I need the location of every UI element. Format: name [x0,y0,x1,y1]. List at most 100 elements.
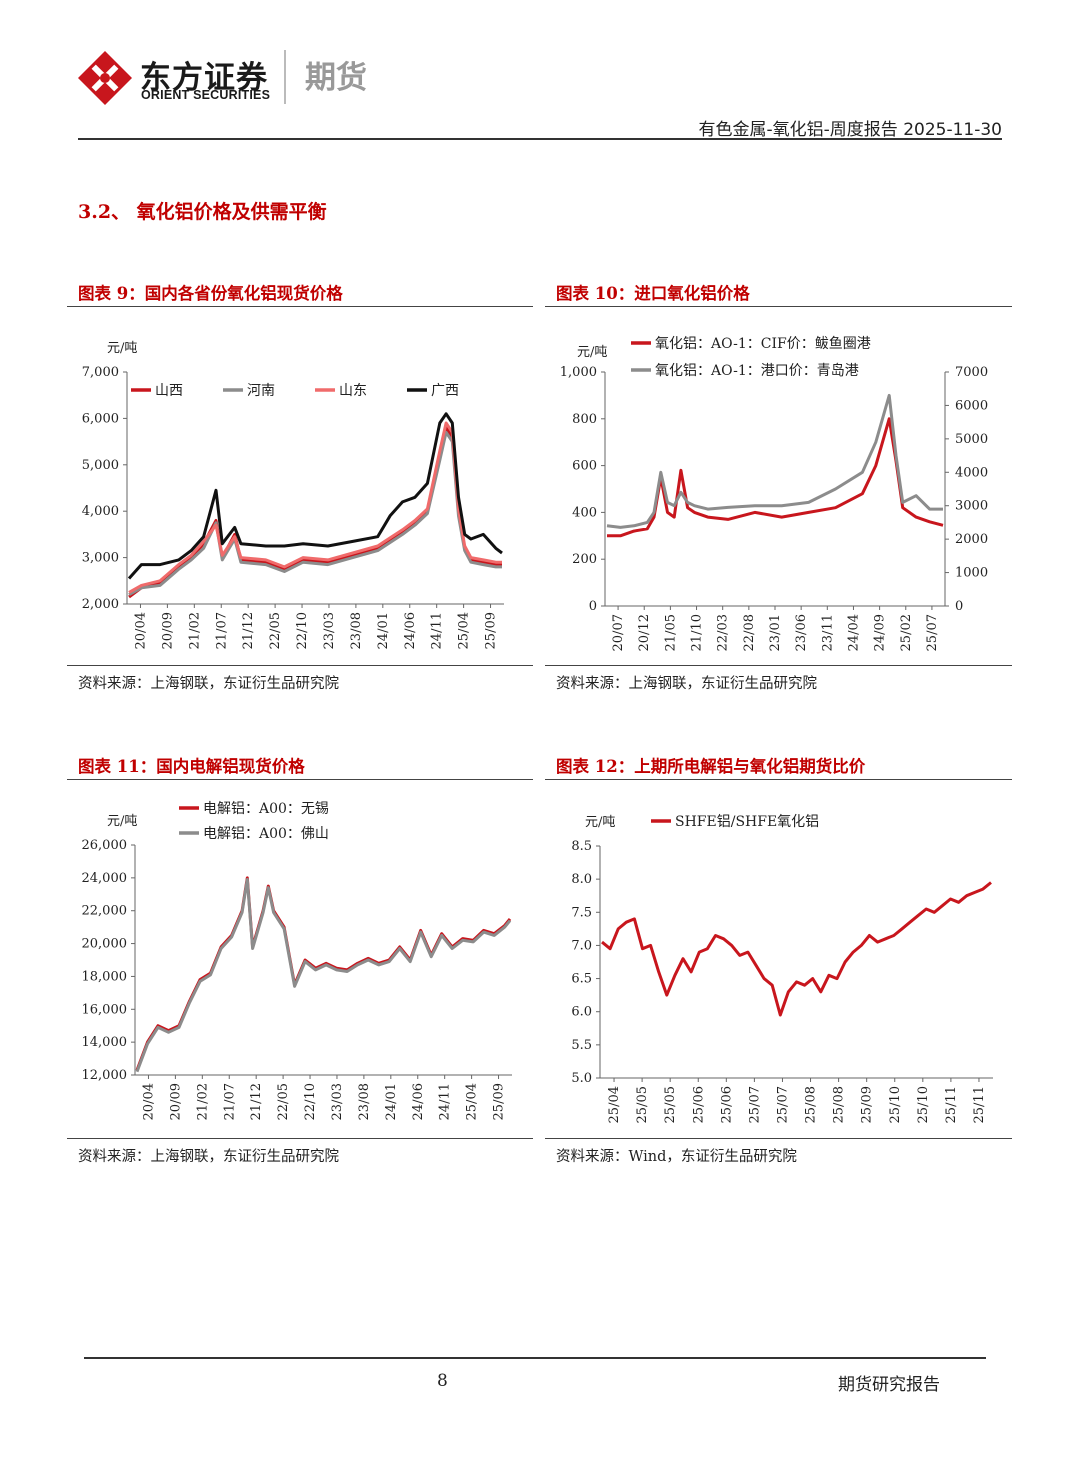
series-line-1 [128,426,502,599]
footer-label: 期货研究报告 [838,1375,940,1395]
series-line-3 [128,421,502,594]
y2-tick-label: 4000 [955,465,988,480]
legend-label-1: SHFE铝/SHFE氧化铝 [675,814,819,830]
fig10-source: 资料来源：上海钢联，东证衍生品研究院 [556,676,817,692]
y-tick-label: 12,000 [82,1068,128,1083]
series-line-2 [606,393,943,529]
x-tick-label: 21/02 [195,1083,210,1120]
y-tick-label: 0 [589,599,597,614]
x-tick-label: 24/04 [846,614,861,651]
y-tick-label: 14,000 [82,1035,128,1050]
y-tick-label: 7.0 [571,938,592,953]
y-tick-label: 800 [572,412,597,427]
x-tick-label: 22/08 [742,614,757,651]
brand-divider [284,50,286,104]
fig9-title: 图表 9：国内各省份氧化铝现货价格 [78,284,343,303]
legend-label-4: 广西 [431,383,459,399]
x-tick-label: 23/06 [794,614,809,651]
unit-label: 元/吨 [107,341,137,356]
x-tick-label: 20/09 [168,1083,183,1120]
x-tick-label: 24/01 [384,1083,399,1120]
y2-tick-label: 0 [955,599,963,614]
fig10-title-rule [545,306,1012,307]
brand-name-en: ORIENT SECURITIES [141,88,271,102]
legend-label-1: 电解铝：A00：无锡 [203,801,329,817]
y2-tick-label: 2000 [955,532,988,547]
y-tick-label: 5.0 [571,1071,592,1086]
x-tick-label: 25/05 [635,1086,650,1123]
chart-fig11: 元/吨 12,000 14,000 16,000 18,000 20,000 22,000 2… [82,801,512,1120]
x-tick-label: 23/08 [357,1083,372,1120]
x-tick-label: 21/07 [214,612,229,649]
fig9-source: 资料来源：上海钢联，东证衍生品研究院 [78,676,339,692]
x-tick-label: 25/09 [492,1083,507,1120]
y2-tick-label: 6000 [955,398,988,413]
x-tick-label: 24/11 [430,612,445,649]
y-tick-label: 400 [572,505,597,520]
series-line-2 [135,878,512,1073]
legend-label-2: 电解铝：A00：佛山 [203,826,329,842]
legend-label-2: 氧化铝：AO-1：港口价：青岛港 [655,363,859,379]
x-tick-label: 20/04 [141,1083,156,1120]
x-tick-label: 24/09 [873,614,888,651]
x-tick-label: 25/08 [804,1086,819,1123]
x-tick-label: 25/04 [457,612,472,649]
x-tick-label: 25/04 [465,1083,480,1120]
x-tick-label: 20/07 [611,614,626,651]
x-tick-label: 21/02 [187,612,202,649]
y-tick-label: 4,000 [82,504,119,519]
fig11-source: 资料来源：上海钢联，东证衍生品研究院 [78,1149,339,1165]
y-tick-label: 22,000 [82,904,128,919]
y-tick-label: 8.0 [571,872,592,887]
x-tick-label: 24/06 [411,1083,426,1120]
legend-label-3: 山东 [339,383,367,399]
x-tick-label: 25/11 [944,1086,959,1123]
fig12-title: 图表 12：上期所电解铝与氧化铝期货比价 [556,757,866,776]
x-tick-label: 24/11 [438,1083,453,1120]
y2-tick-label: 1000 [955,566,988,581]
x-tick-label: 22/10 [303,1083,318,1120]
x-tick-label: 21/10 [690,614,705,651]
series-line-4 [127,412,503,580]
x-tick-label: 22/03 [716,614,731,651]
legend-label-1: 山西 [155,383,183,399]
legend-label-2: 河南 [247,383,275,399]
y-tick-label: 3,000 [82,551,119,566]
y-tick-label: 18,000 [82,969,128,984]
fig11-bottom-rule [67,1138,533,1139]
x-tick-label: 23/03 [322,612,337,649]
x-tick-label: 20/04 [133,612,148,649]
y-tick-label: 7,000 [82,365,119,380]
x-tick-label: 21/05 [663,614,678,651]
x-tick-label: 21/07 [222,1083,237,1120]
orient-logo-icon [78,51,132,105]
report-line: 有色金属-氧化铝-周度报告 2025-11-30 [698,120,1002,140]
y2-tick-label: 5000 [955,432,988,447]
brand-division: 期货 [305,60,367,96]
x-tick-label: 22/05 [276,1083,291,1120]
y-tick-label: 24,000 [82,871,128,886]
fig11-title-rule [67,779,533,780]
page-number: 8 [437,1371,448,1391]
series-line-2 [128,430,502,597]
y-tick-label: 6.0 [571,1005,592,1020]
x-tick-label: 25/07 [925,614,940,651]
x-tick-label: 25/02 [899,614,914,651]
x-tick-label: 20/09 [160,612,175,649]
legend-label-1: 氧化铝：AO-1：CIF价：鲅鱼圈港 [655,335,871,352]
x-tick-label: 25/08 [832,1086,847,1123]
fig9-bottom-rule [67,665,533,666]
x-tick-label: 25/11 [972,1086,987,1123]
x-tick-label: 25/06 [719,1086,734,1123]
y-tick-label: 7.5 [571,905,592,920]
fig12-source: 资料来源：Wind，东证衍生品研究院 [556,1149,797,1165]
series-line-1 [135,876,512,1071]
x-tick-label: 23/03 [330,1083,345,1120]
chart-fig10: 元/吨 0 200 400 600 800 1,000 0 1000 2000 3000 4000 50… [560,335,988,651]
x-tick-label: 23/11 [820,614,835,651]
y-tick-label: 1,000 [560,365,597,380]
y-tick-label: 5,000 [82,458,119,473]
x-tick-label: 25/04 [607,1086,622,1123]
footer-rule [84,1357,986,1359]
header: 东方证券 ORIENT SECURITIES 期货 有色金属-氧化铝-周度报告 … [0,0,1080,140]
